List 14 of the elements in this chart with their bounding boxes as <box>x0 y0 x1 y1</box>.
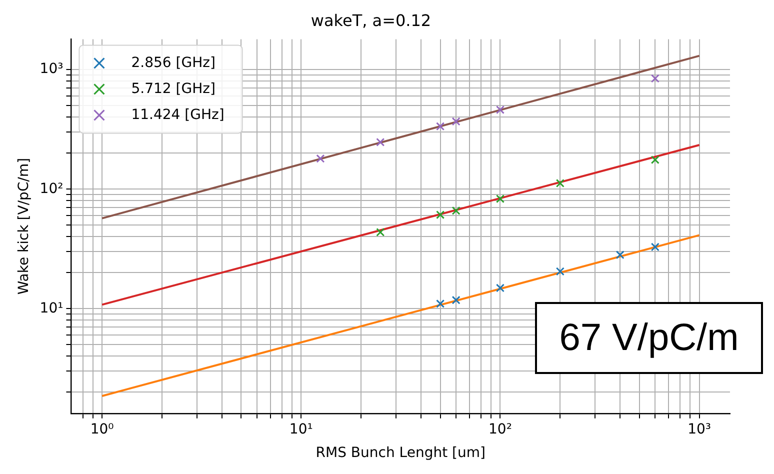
annotation: 67 V/pC/m <box>535 302 763 374</box>
x-tick-label: 10¹ <box>289 421 313 438</box>
y-axis-title: Wake kick [V/pC/m] <box>16 158 32 295</box>
x-tick-label: 10⁰ <box>90 421 114 438</box>
x-tick-label: 10² <box>488 421 512 438</box>
y-tick-label: 10³ <box>40 61 64 78</box>
x-axis-title: RMS Bunch Lenght [um] <box>316 445 486 462</box>
x-tick-label: 10³ <box>688 421 712 438</box>
chart-title: wakeT, a=0.12 <box>310 10 432 30</box>
y-tick-label: 10¹ <box>40 300 64 316</box>
legend-label: 2.856 [GHz] <box>131 54 216 71</box>
y-tick-label: 10² <box>40 180 64 197</box>
legend-label: 5.712 [GHz] <box>131 80 216 97</box>
legend-label: 11.424 [GHz] <box>131 106 224 123</box>
